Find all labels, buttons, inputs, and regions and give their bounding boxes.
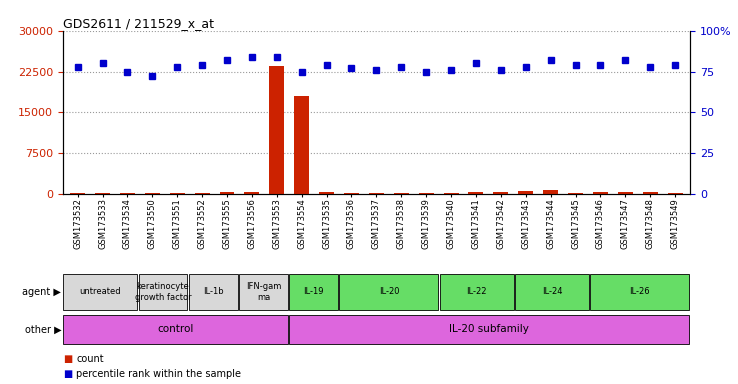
Bar xyxy=(289,314,689,344)
Bar xyxy=(289,274,338,310)
Text: other ▶: other ▶ xyxy=(24,324,61,334)
Bar xyxy=(139,274,187,310)
Bar xyxy=(418,193,434,194)
Bar xyxy=(95,193,110,194)
Text: IFN-gam
ma: IFN-gam ma xyxy=(246,282,281,301)
Bar xyxy=(63,274,137,310)
Bar xyxy=(568,193,583,194)
Text: IL-22: IL-22 xyxy=(466,287,487,296)
Bar xyxy=(170,193,184,194)
Bar xyxy=(394,192,409,194)
Bar xyxy=(344,193,359,194)
Bar xyxy=(319,192,334,194)
Bar xyxy=(469,192,483,194)
Bar xyxy=(593,192,608,194)
Text: control: control xyxy=(157,324,194,334)
Bar xyxy=(440,274,514,310)
Bar xyxy=(543,190,558,194)
Bar xyxy=(269,66,284,194)
Bar xyxy=(294,96,309,194)
Text: GDS2611 / 211529_x_at: GDS2611 / 211529_x_at xyxy=(63,17,214,30)
Bar xyxy=(339,274,438,310)
Bar xyxy=(120,193,135,194)
Bar xyxy=(189,274,238,310)
Bar xyxy=(643,192,658,194)
Bar xyxy=(618,192,632,194)
Text: IL-26: IL-26 xyxy=(630,287,650,296)
Bar xyxy=(220,192,235,194)
Text: IL-24: IL-24 xyxy=(542,287,562,296)
Bar xyxy=(369,193,384,194)
Text: IL-1b: IL-1b xyxy=(203,287,224,296)
Bar xyxy=(195,193,210,194)
Text: percentile rank within the sample: percentile rank within the sample xyxy=(76,369,241,379)
Bar xyxy=(668,193,683,194)
Text: IL-20: IL-20 xyxy=(379,287,399,296)
Bar xyxy=(145,193,160,194)
Text: keratinocyte
growth factor: keratinocyte growth factor xyxy=(135,282,191,301)
Bar xyxy=(518,191,533,194)
Text: agent ▶: agent ▶ xyxy=(22,287,61,297)
Text: ■: ■ xyxy=(63,369,72,379)
Text: untreated: untreated xyxy=(80,287,121,296)
Text: IL-19: IL-19 xyxy=(303,287,324,296)
Bar xyxy=(239,274,288,310)
Bar xyxy=(444,193,458,194)
Text: ■: ■ xyxy=(63,354,72,364)
Text: IL-20 subfamily: IL-20 subfamily xyxy=(449,324,529,334)
Bar xyxy=(70,193,85,194)
Text: count: count xyxy=(76,354,103,364)
Bar xyxy=(515,274,589,310)
Bar xyxy=(244,192,259,194)
Bar xyxy=(494,192,508,194)
Bar xyxy=(63,314,288,344)
Bar xyxy=(590,274,689,310)
